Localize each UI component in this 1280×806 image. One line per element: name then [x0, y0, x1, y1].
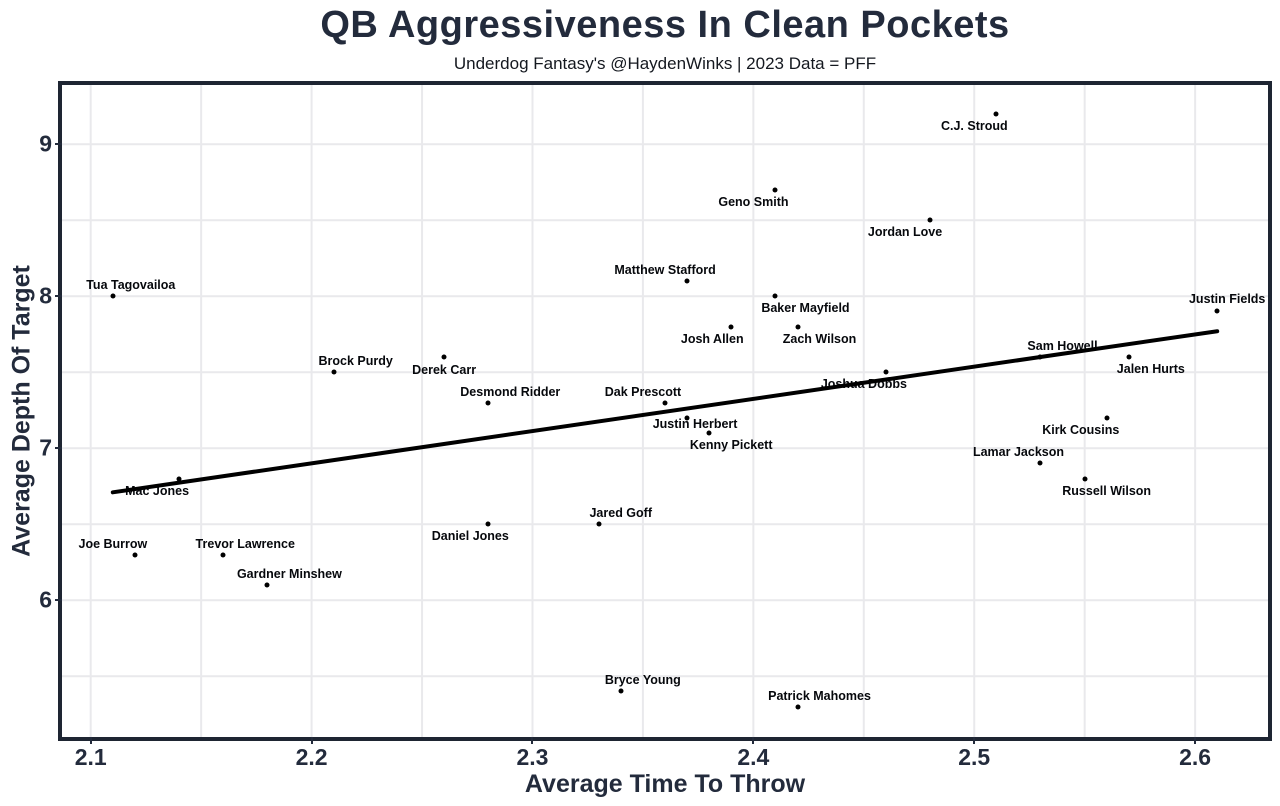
data-point: [485, 521, 491, 527]
point-label: Joe Burrow: [78, 536, 148, 551]
data-point: [1126, 354, 1132, 360]
point-label: Russell Wilson: [1062, 483, 1152, 498]
point-label: Bryce Young: [604, 673, 681, 688]
x-tick-label: 2.4: [737, 744, 770, 770]
point-label: Josh Allen: [680, 331, 744, 346]
data-point: [132, 552, 138, 558]
point-label: Lamar Jackson: [972, 445, 1064, 460]
point-label: Brock Purdy: [318, 354, 393, 369]
x-axis-title: Average Time To Throw: [524, 770, 806, 798]
data-point: [684, 278, 690, 284]
data-point: [772, 187, 778, 193]
y-tick-label: 6: [39, 586, 52, 613]
data-point: [264, 582, 270, 588]
point-label: Baker Mayfield: [761, 301, 850, 316]
data-point: [1214, 308, 1220, 314]
y-tick-label: 7: [39, 434, 52, 461]
point-label: Mac Jones: [125, 483, 190, 498]
data-point: [485, 400, 491, 406]
x-tick-mark: [531, 737, 534, 744]
data-point: [1037, 460, 1043, 466]
y-tick-mark: [55, 447, 62, 450]
point-label: Derek Carr: [412, 363, 477, 378]
data-point: [728, 324, 734, 330]
point-label: Justin Fields: [1188, 292, 1266, 307]
point-label: Kenny Pickett: [689, 438, 773, 453]
trend-line-segment: [110, 329, 1220, 495]
data-point: [662, 400, 668, 406]
chart-title: QB Aggressiveness In Clean Pockets: [320, 4, 1010, 46]
point-label: Desmond Ridder: [460, 384, 561, 399]
x-tick-label: 2.6: [1179, 744, 1212, 770]
chart-subtitle: Underdog Fantasy's @HaydenWinks | 2023 D…: [453, 54, 877, 73]
y-tick-mark: [55, 143, 62, 146]
data-point: [1037, 354, 1043, 360]
y-tick-label: 9: [39, 130, 52, 157]
x-tick-label: 2.2: [295, 744, 328, 770]
point-label: C.J. Stroud: [940, 118, 1008, 133]
data-point: [1104, 415, 1110, 421]
y-tick-label: 8: [39, 282, 52, 309]
data-point: [795, 324, 801, 330]
point-label: Matthew Stafford: [614, 263, 716, 278]
point-label: Geno Smith: [718, 194, 789, 209]
data-point: [176, 476, 182, 482]
x-tick-label: 2.1: [74, 744, 107, 770]
data-point: [331, 369, 337, 375]
data-point: [795, 704, 801, 710]
point-label: Trevor Lawrence: [195, 536, 295, 551]
point-label: Jalen Hurts: [1116, 362, 1185, 377]
x-tick-mark: [1194, 737, 1197, 744]
point-label: Zach Wilson: [782, 331, 857, 346]
x-tick-label: 2.3: [516, 744, 549, 770]
point-label: Joshua Dobbs: [820, 377, 907, 392]
data-point: [618, 688, 624, 694]
y-tick-mark: [55, 599, 62, 602]
data-point: [706, 430, 712, 436]
data-point: [110, 293, 116, 299]
x-tick-mark: [752, 737, 755, 744]
data-point: [1082, 476, 1088, 482]
point-label: Tua Tagovailoa: [86, 278, 176, 293]
data-point: [220, 552, 226, 558]
data-point: [993, 111, 999, 117]
data-point: [441, 354, 447, 360]
point-label: Dak Prescott: [604, 384, 682, 399]
data-point: [596, 521, 602, 527]
point-label: Patrick Mahomes: [768, 688, 871, 703]
point-label: Justin Herbert: [652, 416, 738, 431]
point-label: Sam Howell: [1027, 339, 1098, 354]
data-point: [927, 217, 933, 223]
data-point: [772, 293, 778, 299]
y-axis-title: Average Depth Of Target: [7, 265, 36, 557]
x-tick-mark: [89, 737, 92, 744]
data-point: [883, 369, 889, 375]
x-tick-mark: [310, 737, 313, 744]
trend-line: [110, 329, 1220, 495]
point-label: Jordan Love: [867, 225, 943, 240]
plot-panel: Tua Tagovailoa Mac Jones Joe Burrow Trevor …: [62, 85, 1268, 737]
y-tick-mark: [55, 295, 62, 298]
x-tick-mark: [973, 737, 976, 744]
point-label: Jared Goff: [589, 506, 652, 521]
x-tick-label: 2.5: [958, 744, 991, 770]
grid-lines: [62, 85, 1268, 737]
point-label: Daniel Jones: [431, 529, 509, 544]
point-label: Gardner Minshew: [236, 567, 342, 582]
point-label: Kirk Cousins: [1042, 422, 1120, 437]
